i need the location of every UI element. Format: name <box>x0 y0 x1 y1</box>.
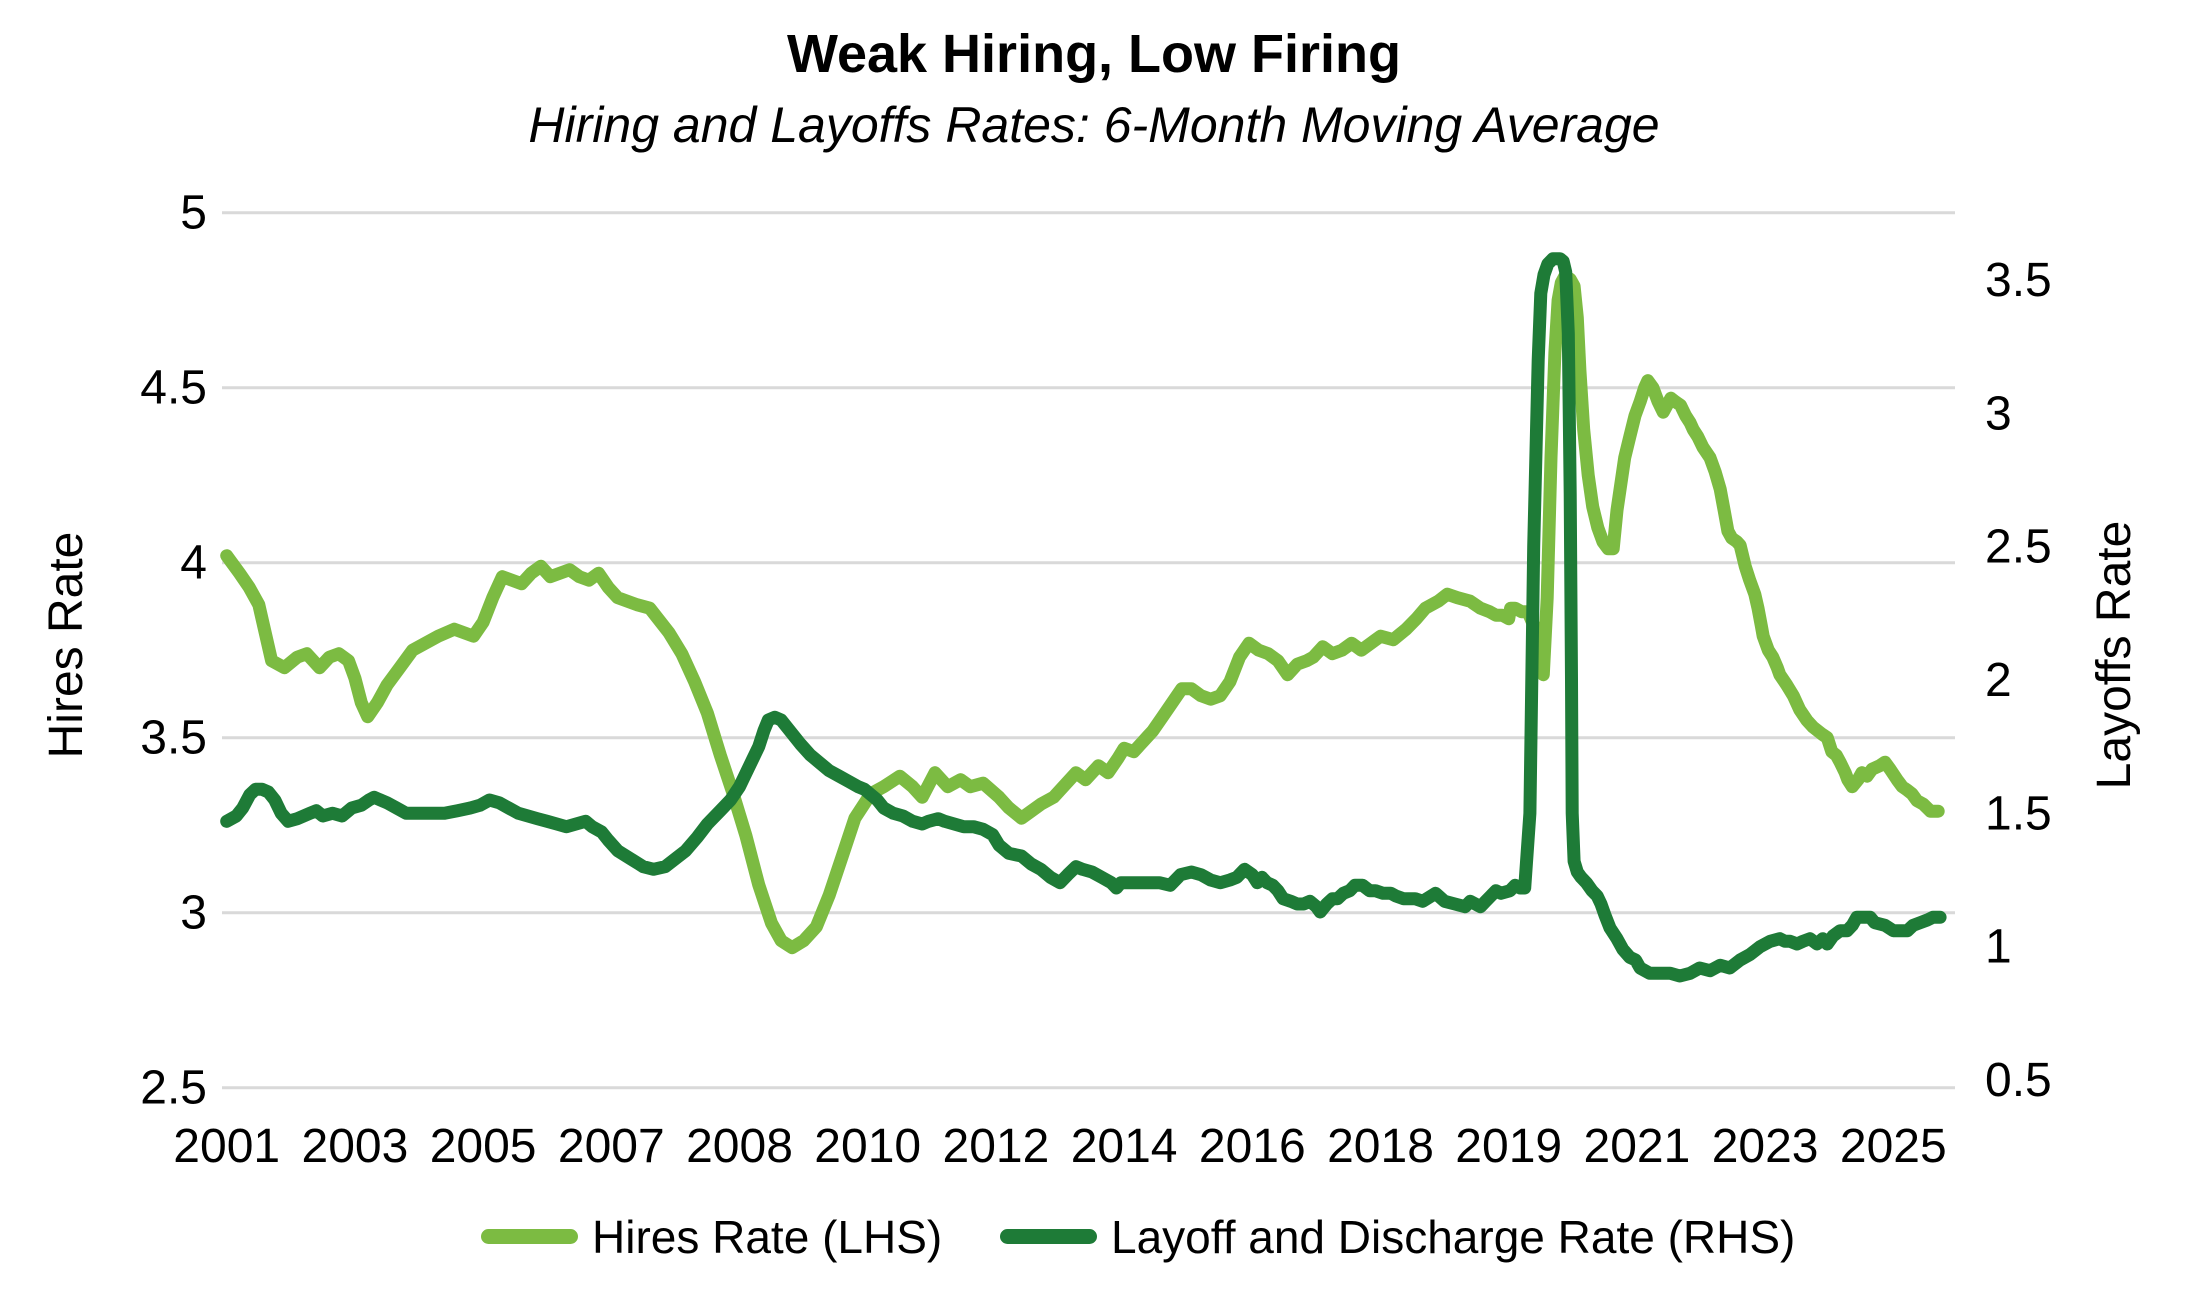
x-tick-label: 2023 <box>1712 1120 1819 1173</box>
x-tick-label: 2003 <box>302 1120 409 1173</box>
x-tick-label: 2005 <box>430 1120 537 1173</box>
chart-subtitle: Hiring and Layoffs Rates: 6-Month Moving… <box>528 97 1659 153</box>
y-right-tick-label: 3.5 <box>1985 254 2052 307</box>
x-tick-label: 2001 <box>173 1120 280 1173</box>
y-left-tick-label: 3.5 <box>140 712 207 765</box>
left-axis-title: Hires Rate <box>40 532 93 759</box>
y-left-tick-label: 5 <box>180 187 207 240</box>
y-right-tick-label: 2 <box>1985 654 2012 707</box>
hires-rate-line <box>220 269 1945 955</box>
right-axis-tick-labels: 3.5 3 2.5 2 1.5 1 0.5 <box>1985 254 2052 1107</box>
x-tick-label: 2016 <box>1199 1120 1306 1173</box>
x-tick-label: 2021 <box>1584 1120 1691 1173</box>
gridlines <box>222 211 1955 1090</box>
x-tick-label: 2019 <box>1455 1120 1562 1173</box>
y-left-tick-label: 3 <box>180 887 207 940</box>
x-tick-label: 2007 <box>558 1120 665 1173</box>
x-axis-tick-labels: 2001 2003 2005 2007 2008 2010 2012 2014 2016 2018… <box>173 1120 1946 1173</box>
y-left-tick-label: 4 <box>180 537 207 590</box>
x-tick-label: 2025 <box>1840 1120 1947 1173</box>
x-tick-label: 2010 <box>814 1120 921 1173</box>
chart-title: Weak Hiring, Low Firing <box>787 24 1401 84</box>
legend: Hires Rate (LHS) Layoff and Discharge Ra… <box>481 1211 1795 1263</box>
legend-swatch-hires <box>481 1229 578 1244</box>
legend-label-hires: Hires Rate (LHS) <box>592 1211 942 1263</box>
layoff-rate-line <box>220 252 1947 983</box>
x-tick-label: 2012 <box>943 1120 1050 1173</box>
y-right-tick-label: 1 <box>1985 921 2012 974</box>
legend-swatch-layoffs <box>1000 1229 1097 1244</box>
y-right-tick-label: 3 <box>1985 387 2012 440</box>
y-right-tick-label: 0.5 <box>1985 1054 2052 1107</box>
left-axis-tick-labels: 5 4.5 4 3.5 3 2.5 <box>140 187 207 1115</box>
legend-label-layoffs: Layoff and Discharge Rate (RHS) <box>1111 1211 1795 1263</box>
x-tick-label: 2018 <box>1327 1120 1434 1173</box>
series-lines <box>220 252 1947 983</box>
x-tick-label: 2014 <box>1071 1120 1178 1173</box>
y-right-tick-label: 1.5 <box>1985 787 2052 840</box>
y-left-tick-label: 4.5 <box>140 362 207 415</box>
x-tick-label: 2008 <box>686 1120 793 1173</box>
y-left-tick-label: 2.5 <box>140 1062 207 1115</box>
right-axis-title: Layoffs Rate <box>2088 521 2141 790</box>
y-right-tick-label: 2.5 <box>1985 521 2052 574</box>
